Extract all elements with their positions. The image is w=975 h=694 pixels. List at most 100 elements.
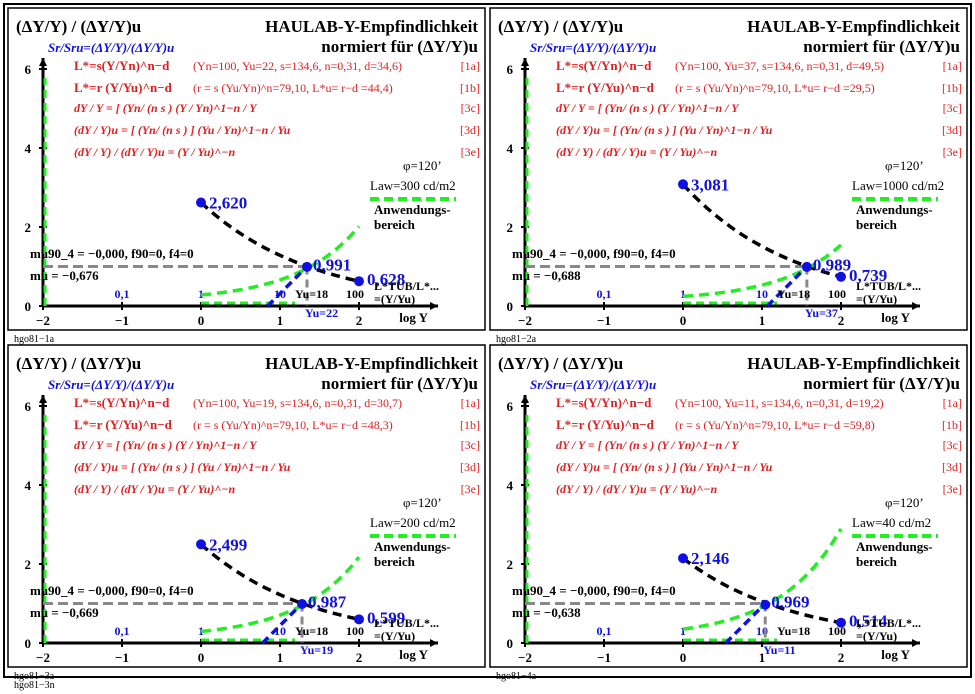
- y-tick-label: 6: [507, 399, 514, 414]
- panel-code: hgo81−2a: [496, 334, 537, 345]
- x-tick-label: 0: [680, 650, 687, 665]
- panel-code: hgo81−1a: [14, 334, 55, 345]
- range-curve: [200, 556, 361, 634]
- law-label: Law=300 cd/m2: [370, 178, 456, 193]
- linear-y-tick-label: 100: [828, 287, 846, 301]
- data-point: [354, 276, 364, 287]
- eq4-tag: [3d]: [942, 123, 962, 137]
- range-label-2: bereich: [374, 554, 416, 569]
- data-point: [354, 614, 364, 625]
- y-tick-label: 2: [25, 557, 32, 572]
- range-label-2: bereich: [856, 217, 898, 232]
- eq4-tag: [3d]: [460, 460, 480, 474]
- range-label-1: Anwendungs-: [374, 539, 451, 554]
- x-tick-label: −2: [36, 650, 50, 665]
- eq1-params: (Yn=100, Yu=11, s=134,6, n=0,31, d=19,2): [675, 396, 884, 410]
- eq5-tag: [3e]: [943, 145, 962, 159]
- eq2-params: (r = s (Yu/Yn)^n=79,10, L*u= r−d =59,8): [675, 418, 875, 432]
- range-label-2: bereich: [374, 217, 416, 232]
- eq1-params: (Yn=100, Yu=22, s=134,6, n=0,31, d=34,6): [193, 59, 402, 73]
- panel-4: (ΔY/Y) / (ΔY/Y)u HAULAB-Y-Empfindlichkeit…: [489, 344, 968, 682]
- slope-line: [724, 602, 767, 645]
- linear-y-tick-label: 0,1: [115, 287, 130, 301]
- x-axis-arrow: [912, 639, 920, 647]
- linear-y-tick-label: 0,1: [115, 624, 130, 638]
- eq4-tag: [3d]: [460, 123, 480, 137]
- value-label-mid: 0,987: [308, 593, 347, 612]
- x-axis-arrow: [912, 302, 920, 310]
- y-tick-label: 4: [507, 478, 514, 493]
- mu-label: mu = −0,638: [512, 605, 581, 620]
- value-label-end: 0,514: [849, 612, 888, 631]
- m90-label: mu90_4 = −0,000, f90=0, f4=0: [30, 583, 194, 598]
- eq3-tag: [3c]: [461, 101, 480, 115]
- x-tick-label: 0: [198, 313, 205, 328]
- panel-title-right-2: normiert für (ΔY/Y)u: [803, 374, 960, 393]
- phi-label: φ=120’: [403, 158, 442, 173]
- ltub-label-2: =(Y/Yu): [856, 292, 897, 306]
- panel-title-left: (ΔY/Y) / (ΔY/Y)u: [498, 17, 623, 36]
- yu-marker-label: Yu=22: [305, 306, 338, 320]
- data-point: [297, 599, 308, 610]
- panel-title-right-1: HAULAB-Y-Empfindlichkeit: [265, 17, 478, 36]
- eq5: (dY / Y) / (dY / Y)u = (Y / Yu)^−n: [74, 482, 236, 496]
- eq5: (dY / Y) / (dY / Y)u = (Y / Yu)^−n: [556, 145, 718, 159]
- ltub-label: L*TUB/L*...: [374, 616, 439, 630]
- outer-frame: [3, 3, 972, 678]
- eq5-tag: [3e]: [461, 145, 480, 159]
- panel-title-right-1: HAULAB-Y-Empfindlichkeit: [265, 354, 478, 373]
- range-curve: [200, 225, 361, 297]
- slope-line: [261, 602, 304, 645]
- law-label: Law=40 cd/m2: [852, 515, 931, 530]
- m90-label: mu90_4 = −0,000, f90=0, f4=0: [30, 246, 194, 261]
- ltub-label-2: =(Y/Yu): [374, 292, 415, 306]
- panel-frame: [7, 344, 486, 668]
- ltub-label: L*TUB/L*...: [856, 279, 921, 293]
- panel-code: hgo81−3a: [14, 671, 55, 682]
- y-tick-label: 0: [25, 636, 32, 651]
- eq1-params: (Yn=100, Yu=19, s=134,6, n=0,31, d=30,7): [193, 396, 402, 410]
- panel-frame: [489, 7, 968, 331]
- phi-label: φ=120’: [885, 495, 924, 510]
- eq2-tag: [1b]: [460, 418, 480, 432]
- y-tick-label: 4: [507, 141, 514, 156]
- law-label: Law=1000 cd/m2: [852, 178, 944, 193]
- eq2-params: (r = s (Yu/Yn)^n=79,10, L*u= r−d =48,3): [193, 418, 393, 432]
- eq3: dY / Y = [ (Yn/ (n s ) (Y / Yn)^1−n / Y: [74, 438, 258, 452]
- eq2-params: (r = s (Yu/Yn)^n=79,10, L*u= r−d =29,5): [675, 81, 875, 95]
- panel-frame: [489, 344, 968, 668]
- eq2-label: L*=r (Y/Yu)^n−d: [74, 417, 173, 432]
- value-label-start: 2,499: [209, 535, 247, 554]
- eq5-tag: [3e]: [943, 482, 962, 496]
- value-label-start: 3,081: [691, 175, 729, 194]
- eq2-tag: [1b]: [460, 81, 480, 95]
- eq4: (dY / Y)u = [ (Yn/ (n s ) ] (Yu / Yn)^1−…: [556, 460, 773, 474]
- eq2-tag: [1b]: [942, 81, 962, 95]
- data-point: [678, 179, 688, 190]
- eq5: (dY / Y) / (dY / Y)u = (Y / Yu)^−n: [74, 145, 236, 159]
- ltub-label: L*TUB/L*...: [856, 616, 921, 630]
- eq4: (dY / Y)u = [ (Yn/ (n s ) ] (Yu / Yn)^1−…: [556, 123, 773, 137]
- x-axis-label: log Y: [881, 647, 910, 662]
- x-axis-label: log Y: [399, 647, 428, 662]
- value-label-end: 0,628: [367, 270, 405, 289]
- data-point: [801, 261, 812, 272]
- eq3: dY / Y = [ (Yn/ (n s ) (Y / Yn)^1−n / Y: [74, 101, 258, 115]
- x-tick-label: 1: [277, 650, 284, 665]
- x-axis-arrow: [430, 302, 438, 310]
- eq3-tag: [3c]: [943, 438, 962, 452]
- x-tick-label: 1: [277, 313, 284, 328]
- panel-1: (ΔY/Y) / (ΔY/Y)u HAULAB-Y-Empfindlichkeit…: [7, 7, 486, 345]
- linear-y-tick-label: 100: [346, 624, 364, 638]
- panels: (ΔY/Y) / (ΔY/Y)u HAULAB-Y-Empfindlichkeit…: [7, 7, 968, 682]
- yu-marker-label: Yu=11: [763, 643, 795, 657]
- panel-title-right-1: HAULAB-Y-Empfindlichkeit: [747, 17, 960, 36]
- data-point: [836, 271, 846, 282]
- x-axis-label: log Y: [881, 310, 910, 325]
- y-axis-arrow: [39, 395, 47, 403]
- linear-y-tick-label: 100: [346, 287, 364, 301]
- x-axis-arrow: [430, 639, 438, 647]
- yu-label: Yu=18: [295, 624, 328, 638]
- slope-line: [766, 265, 809, 308]
- panel-code: hgo81−4a: [496, 671, 537, 682]
